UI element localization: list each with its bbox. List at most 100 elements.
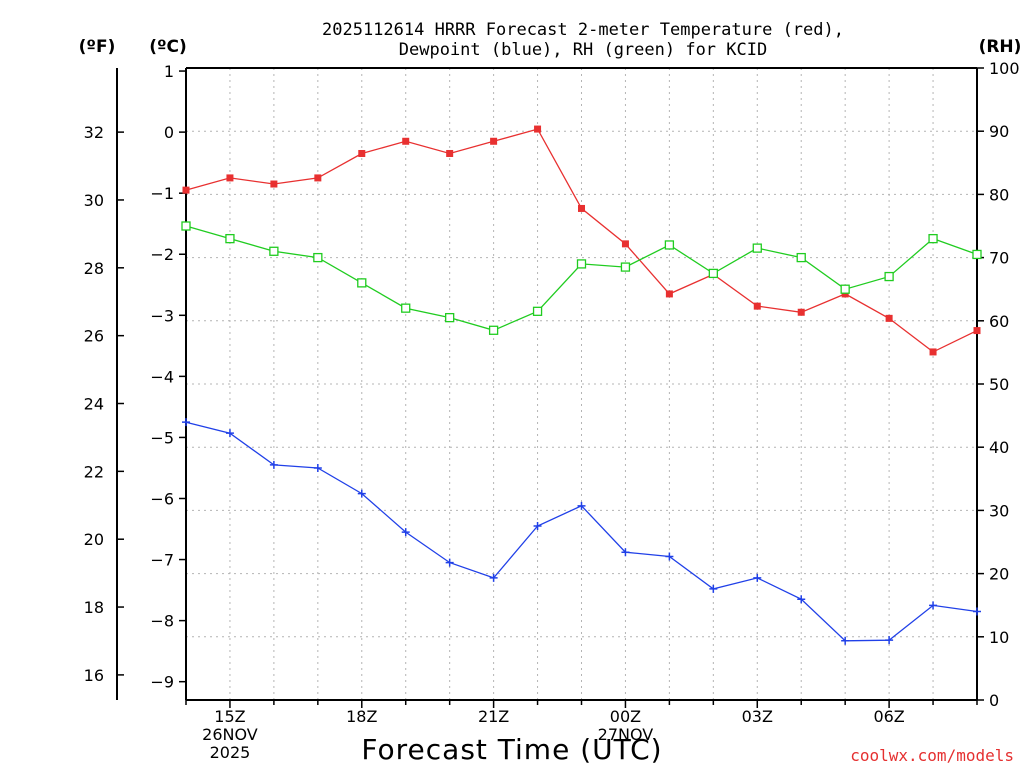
axes: [116, 67, 984, 708]
celsius-tick-label: −9: [150, 673, 174, 692]
celsius-tick-label: 0: [164, 123, 174, 142]
dewpoint-series: [182, 418, 981, 645]
celsius-tick-label: −7: [150, 551, 174, 570]
rh-point: [357, 278, 367, 288]
temperature-line: [185, 128, 978, 353]
dewpoint-point: [313, 463, 322, 472]
fahrenheit-axis-label: (ºF): [79, 37, 116, 57]
rh-point: [401, 303, 411, 313]
dewpoint-point: [269, 460, 278, 469]
dewpoint-point: [929, 601, 938, 610]
dewpoint-point: [577, 501, 586, 510]
rh-point: [225, 233, 235, 244]
temperature-point: [446, 149, 454, 157]
rh-tick-label: 0: [989, 691, 999, 710]
dewpoint-point: [489, 573, 498, 582]
rh-point: [840, 284, 850, 294]
fahrenheit-tick-label: 28: [84, 259, 104, 278]
celsius-tick-label: −5: [150, 428, 174, 447]
rh-tick-label: 100: [989, 59, 1020, 78]
dewpoint-point: [533, 521, 542, 530]
rh-point: [181, 221, 191, 231]
rh-point: [488, 325, 499, 335]
data-series: [181, 125, 982, 645]
rh-axis-label: (RH): [979, 37, 1022, 57]
rh-point: [269, 246, 279, 256]
x-axis-label: Forecast Time (UTC): [361, 733, 662, 766]
rh-point: [620, 262, 631, 272]
rh-point: [752, 243, 762, 253]
x-tick-label: 26NOV: [202, 725, 258, 744]
temperature-point: [753, 302, 761, 310]
fahrenheit-tick-label: 20: [84, 530, 104, 549]
dewpoint-point: [665, 552, 674, 561]
rh-tick-label: 60: [989, 312, 1009, 331]
rh-point: [884, 271, 894, 282]
rh-tick-label: 10: [989, 628, 1009, 647]
chart-title-line1: 2025112614 HRRR Forecast 2-meter Tempera…: [322, 20, 844, 40]
x-tick-label: 00Z: [610, 707, 641, 726]
x-tick-label: 27NOV: [598, 725, 654, 744]
temperature-point: [929, 348, 937, 356]
celsius-tick-label: −3: [150, 306, 174, 325]
credit-text: coolwx.com/models: [850, 746, 1014, 765]
rh-point: [445, 312, 455, 323]
rh-point: [708, 268, 718, 279]
temperature-point: [534, 125, 542, 133]
temperature-point: [973, 327, 981, 335]
dewpoint-point: [797, 595, 806, 604]
dewpoint-point: [225, 429, 234, 438]
dewpoint-point: [841, 636, 850, 645]
rh-tick-label: 70: [989, 249, 1009, 268]
rh-tick-label: 90: [989, 122, 1009, 141]
x-tick-label: 06Z: [873, 707, 904, 726]
temperature-point: [797, 308, 805, 316]
x-tick-label: 18Z: [346, 707, 377, 726]
temperature-point: [358, 149, 366, 157]
fahrenheit-tick-label: 24: [84, 395, 104, 414]
fahrenheit-tick-label: 26: [84, 327, 104, 346]
dewpoint-point: [709, 584, 718, 593]
dewpoint-point: [182, 418, 190, 427]
rh-point: [928, 233, 938, 244]
temperature-point: [578, 204, 585, 212]
dewpoint-point: [401, 528, 410, 537]
temperature-point: [665, 290, 673, 298]
grid-lines: [186, 68, 977, 700]
dewpoint-point: [357, 489, 366, 498]
fahrenheit-tick-label: 22: [84, 462, 104, 481]
rh-point: [664, 240, 675, 250]
dewpoint-point: [753, 573, 762, 582]
x-tick-label: 03Z: [742, 707, 773, 726]
rh-tick-label: 80: [989, 185, 1009, 204]
x-tick-label: 2025: [210, 743, 251, 762]
fahrenheit-tick-label: 18: [84, 598, 104, 617]
dewpoint-point: [445, 558, 454, 567]
temperature-point: [490, 137, 498, 145]
rh-point: [313, 252, 323, 263]
celsius-tick-label: −6: [150, 489, 174, 508]
dewpoint-point: [621, 548, 630, 557]
temperature-point: [841, 290, 849, 298]
temperature-point: [621, 240, 629, 248]
temperature-point: [226, 174, 234, 182]
rh-point: [532, 306, 543, 316]
rh-tick-label: 50: [989, 375, 1009, 394]
x-tick-label: 21Z: [478, 707, 509, 726]
fahrenheit-tick-label: 32: [84, 123, 104, 142]
x-tick-label: 15Z: [214, 707, 245, 726]
temperature-point: [402, 137, 410, 145]
rh-point: [796, 252, 806, 263]
rh-point: [576, 259, 587, 269]
temperature-point: [314, 174, 322, 182]
rh-tick-label: 30: [989, 501, 1009, 520]
tick-labels: −9 −8 −7 −6 −5 −4 −3 −2 −1 0 1 16 18 20 22 24 26 28 30 32 0 1…: [84, 59, 1020, 762]
celsius-tick-label: 1: [164, 62, 174, 81]
chart-title-line2: Dewpoint (blue), RH (green) for KCID: [399, 40, 767, 60]
dewpoint-point: [973, 607, 981, 616]
rh-series: [181, 221, 982, 335]
fahrenheit-tick-label: 30: [84, 191, 104, 210]
rh-point: [972, 249, 982, 260]
temperature-point: [270, 180, 278, 188]
